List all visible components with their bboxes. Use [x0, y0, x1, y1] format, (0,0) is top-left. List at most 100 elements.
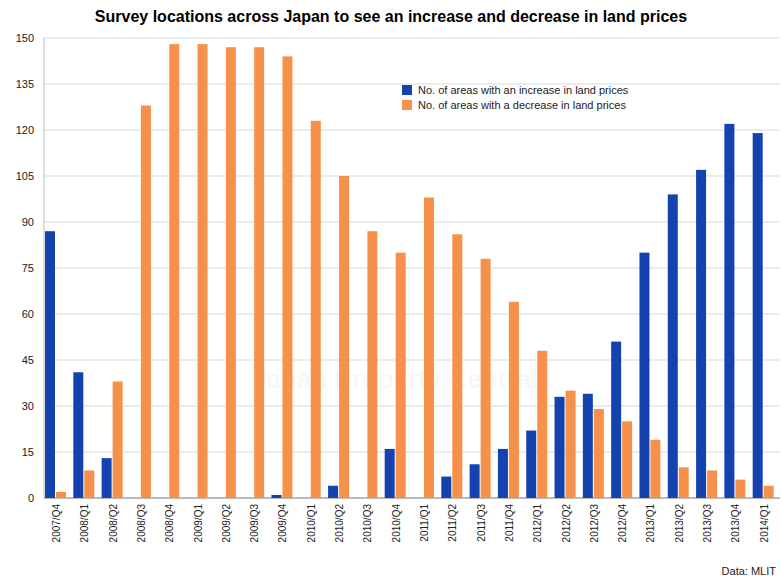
bar: [102, 458, 112, 498]
bar: [282, 56, 292, 498]
bar: [650, 440, 660, 498]
chart-svg: 0153045607590105120135150Japan Property …: [0, 0, 782, 582]
bar: [470, 464, 480, 498]
y-tick-label: 75: [22, 262, 34, 274]
bar: [73, 372, 83, 498]
y-tick-label: 120: [16, 124, 34, 136]
bar: [764, 486, 774, 498]
bar: [526, 431, 536, 498]
bar: [696, 170, 706, 498]
bar: [498, 449, 508, 498]
bar: [611, 342, 621, 498]
x-tick-label: 2010/Q2: [334, 504, 345, 543]
grid: 0153045607590105120135150: [16, 32, 780, 504]
x-tick-label: 2013/Q1: [645, 504, 656, 543]
grid-line: [44, 176, 780, 177]
x-tick-label: 2014/Q1: [759, 504, 770, 543]
y-tick-label: 135: [16, 78, 34, 90]
bar: [679, 467, 689, 498]
y-axis-line: [44, 38, 45, 498]
bar: [45, 231, 55, 498]
bar: [622, 421, 632, 498]
bar: [639, 253, 649, 498]
bar: [537, 351, 547, 498]
x-tick-label: 2012/Q1: [532, 504, 543, 543]
bar: [158, 498, 168, 499]
bar: [113, 381, 123, 498]
bar: [271, 495, 281, 498]
bar: [413, 498, 423, 499]
x-labels: 2007/Q42008/Q12008/Q22008/Q32008/Q42009/…: [51, 504, 770, 543]
bar: [141, 105, 151, 498]
x-tick-label: 2008/Q1: [79, 504, 90, 543]
x-tick-label: 2012/Q2: [561, 504, 572, 543]
bar: [254, 47, 264, 498]
x-tick-label: 2008/Q3: [136, 504, 147, 543]
bar: [452, 234, 462, 498]
x-tick-label: 2009/Q2: [221, 504, 232, 543]
bar: [328, 486, 338, 498]
y-tick-label: 30: [22, 400, 34, 412]
bar: [311, 121, 321, 498]
bar: [300, 498, 310, 499]
bar: [555, 397, 565, 498]
bar: [187, 498, 197, 499]
bar: [243, 498, 253, 499]
legend-label: No. of areas with an increase in land pr…: [418, 84, 629, 96]
bar: [356, 498, 366, 499]
x-tick-label: 2010/Q1: [306, 504, 317, 543]
bar: [367, 231, 377, 498]
x-tick-label: 2013/Q2: [674, 504, 685, 543]
x-tick-label: 2009/Q1: [193, 504, 204, 543]
x-tick-label: 2010/Q4: [391, 504, 402, 543]
y-tick-label: 90: [22, 216, 34, 228]
legend-label: No. of areas with a decrease in land pri…: [418, 99, 626, 111]
bar: [724, 124, 734, 498]
bar: [566, 391, 576, 498]
y-tick-label: 15: [22, 446, 34, 458]
legend-swatch: [402, 85, 412, 95]
bar: [441, 477, 451, 498]
bar: [226, 47, 236, 498]
source: Data: MLIT: [722, 565, 777, 577]
bar: [56, 492, 66, 498]
x-tick-label: 2012/Q4: [617, 504, 628, 543]
bar: [396, 253, 406, 498]
y-tick-label: 0: [28, 492, 34, 504]
bar: [481, 259, 491, 498]
legend-swatch: [402, 100, 412, 110]
title: Survey locations across Japan to see an …: [95, 8, 687, 25]
grid-line: [44, 38, 780, 39]
bar: [668, 194, 678, 498]
bar: [130, 498, 140, 499]
bar: [594, 409, 604, 498]
bar: [753, 133, 763, 498]
bar: [198, 44, 208, 498]
x-tick-label: 2008/Q2: [108, 504, 119, 543]
y-tick-label: 60: [22, 308, 34, 320]
y-tick-label: 150: [16, 32, 34, 44]
x-tick-label: 2007/Q4: [51, 504, 62, 543]
bar: [169, 44, 179, 498]
grid-line: [44, 130, 780, 131]
bar: [509, 302, 519, 498]
x-tick-label: 2012/Q3: [589, 504, 600, 543]
x-tick-label: 2013/Q3: [702, 504, 713, 543]
watermark: Japan Property Central: [252, 364, 538, 394]
x-tick-label: 2010/Q3: [362, 504, 373, 543]
bar: [84, 470, 94, 498]
legend: No. of areas with an increase in land pr…: [402, 84, 629, 111]
bar: [385, 449, 395, 498]
bar: [583, 394, 593, 498]
bar: [424, 197, 434, 498]
bar: [339, 176, 349, 498]
x-tick-label: 2011/Q1: [419, 504, 430, 542]
bar: [735, 480, 745, 498]
chart-container: 0153045607590105120135150Japan Property …: [0, 0, 782, 582]
bars: [45, 44, 774, 498]
x-tick-label: 2013/Q4: [730, 504, 741, 543]
bar: [707, 470, 717, 498]
y-tick-label: 45: [22, 354, 34, 366]
x-tick-label: 2011/Q4: [504, 504, 515, 542]
x-tick-label: 2009/Q4: [277, 504, 288, 543]
